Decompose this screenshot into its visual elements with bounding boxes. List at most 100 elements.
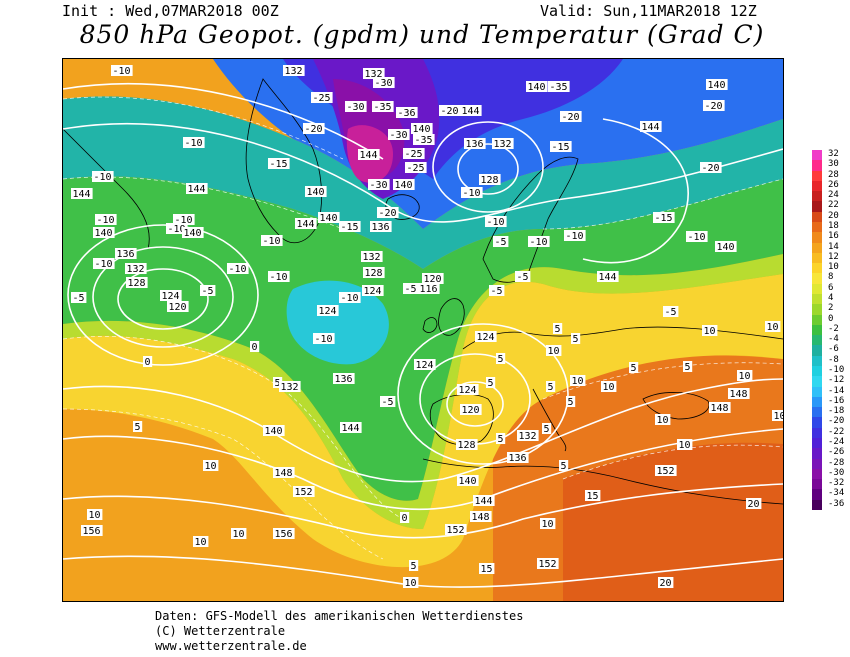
svg-text:144: 144 [599,272,617,283]
colorbar-swatch [812,376,822,388]
contour-label: -20 [377,207,399,219]
contour-label: 10 [677,439,693,451]
colorbar-swatch [812,150,822,161]
colorbar-swatch [812,180,822,192]
contour-label: -10 [173,214,195,226]
svg-text:132: 132 [365,69,383,80]
svg-text:128: 128 [481,175,499,186]
colorbar-tick-label: -34 [828,488,845,499]
colorbar-tick-label: 4 [828,293,834,303]
contour-label: 5 [629,362,639,374]
contour-label: 124 [414,359,436,371]
colorbar-tick-label: -22 [828,426,845,437]
colorbar-swatch [812,304,822,316]
colorbar-tick-label: -12 [828,375,845,386]
svg-text:144: 144 [188,184,206,195]
colorbar-swatch [812,396,822,408]
map-title: 850 hPa Geopot. (gpdm) und Temperatur (G… [79,20,765,49]
contour-label: -35 [413,134,435,146]
colorbar-tick-label: -28 [828,457,845,468]
contour-label: -10 [111,65,133,77]
contour-label: -10 [183,137,205,149]
svg-text:-10: -10 [175,215,193,226]
contour-label: 5 [559,460,569,472]
colorbar-swatch [812,263,822,274]
contour-label: -20 [560,111,582,123]
contour-label: 144 [460,105,482,117]
contour-label: -30 [345,101,367,113]
colorbar-swatch [812,252,822,264]
contour-label: 132 [361,251,383,263]
contour-label: 140 [715,241,737,253]
svg-text:5: 5 [548,382,554,393]
colorbar-tick-label: -36 [828,498,845,509]
contour-label: 132 [517,430,539,442]
contour-label: 152 [293,486,315,498]
contour-label: -20 [303,123,325,135]
svg-text:152: 152 [539,559,557,570]
contour-label: -10 [92,171,114,183]
contour-label: 116 [418,283,440,295]
contour-label: 5 [553,323,563,335]
svg-text:148: 148 [472,512,490,523]
colorbar-swatch [812,335,822,346]
contour-label: 144 [295,218,317,230]
svg-text:124: 124 [416,360,434,371]
svg-text:120: 120 [424,274,442,285]
colorbar-swatch [812,407,822,418]
svg-text:-30: -30 [347,102,365,113]
colorbar-swatch [812,417,822,429]
colorbar-swatch [812,355,822,367]
temp-field-deep-orange [563,442,783,601]
contour-label: -15 [268,158,290,170]
contour-label: -30 [368,179,390,191]
colorbar-tick-label: 10 [828,262,839,273]
contour-label: 124 [317,305,339,317]
colorbar-swatch [812,211,822,223]
contour-label: 5 [571,333,581,345]
contour-label: 15 [585,490,601,502]
colorbar-tick-label: 32 [828,149,839,159]
colorbar-swatch [812,458,822,470]
svg-text:-5: -5 [491,286,503,297]
contour-label: -20 [703,100,725,112]
geopotential-contours [63,83,783,588]
contour-label: 132 [492,138,514,150]
svg-text:-10: -10 [113,66,131,77]
contour-label: 10 [601,381,617,393]
temperature-colorbar [812,150,822,511]
contour-label: -35 [548,81,570,93]
svg-text:-10: -10 [97,215,115,226]
svg-text:-15: -15 [552,142,570,153]
colorbar-tick-label: -8 [828,354,839,365]
svg-text:5: 5 [498,354,504,365]
svg-text:-20: -20 [379,208,397,219]
footer-data-source: Daten: GFS-Modell des amerikanischen Wet… [155,609,524,623]
svg-text:148: 148 [275,468,293,479]
svg-text:116: 116 [420,284,438,295]
contour-label: 20 [658,577,674,589]
contour-label: 10 [772,410,783,422]
svg-text:10: 10 [233,529,245,540]
contour-label: 148 [709,402,731,414]
contour-label: 5 [409,560,419,572]
svg-text:-15: -15 [341,222,359,233]
svg-text:-15: -15 [270,159,288,170]
svg-text:-10: -10 [463,188,481,199]
svg-text:-36: -36 [398,108,416,119]
svg-text:-5: -5 [405,284,417,295]
svg-text:-35: -35 [550,82,568,93]
svg-text:136: 136 [466,139,484,150]
colorbar-tick-label: 16 [828,231,839,242]
colorbar-tick-label: -20 [828,416,845,427]
svg-text:132: 132 [519,431,537,442]
svg-text:124: 124 [162,291,180,302]
svg-text:-10: -10 [487,217,505,228]
colorbar-swatch [812,283,822,295]
contour-label: 140 [526,81,548,93]
svg-text:-5: -5 [382,397,394,408]
svg-text:120: 120 [462,405,480,416]
svg-text:152: 152 [447,525,465,536]
contour-label: 148 [470,511,492,523]
svg-text:-20: -20 [705,101,723,112]
